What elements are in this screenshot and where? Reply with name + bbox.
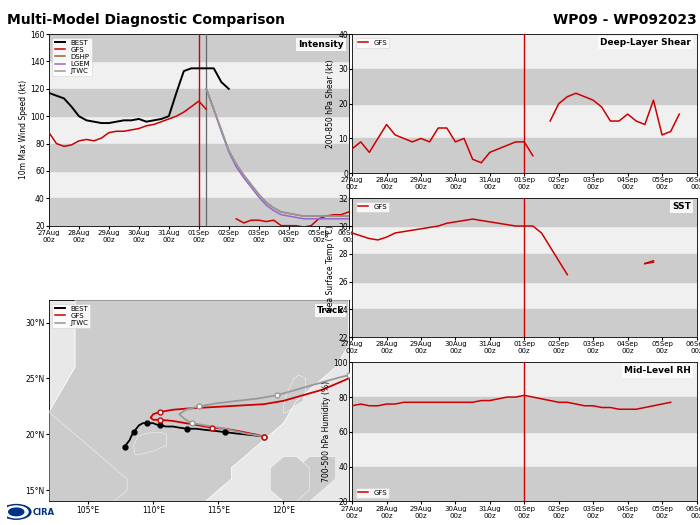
Circle shape xyxy=(8,508,24,516)
Text: Multi-Model Diagnostic Comparison: Multi-Model Diagnostic Comparison xyxy=(7,13,285,27)
Polygon shape xyxy=(284,457,335,501)
Text: Mid-Level RH: Mid-Level RH xyxy=(624,366,692,375)
Polygon shape xyxy=(49,300,349,501)
Bar xyxy=(49,143,349,171)
Bar xyxy=(352,139,696,173)
Text: SST: SST xyxy=(673,203,692,212)
Bar xyxy=(49,89,349,116)
Bar xyxy=(49,34,349,61)
Y-axis label: 700-500 hPa Humidity (%): 700-500 hPa Humidity (%) xyxy=(322,381,330,482)
Polygon shape xyxy=(270,457,309,501)
Y-axis label: Sea Surface Temp (°C): Sea Surface Temp (°C) xyxy=(326,225,335,311)
Bar xyxy=(352,467,696,501)
Text: WP09 - WP092023: WP09 - WP092023 xyxy=(553,13,696,27)
Text: CIRA: CIRA xyxy=(33,508,55,518)
Bar xyxy=(352,254,696,281)
Bar xyxy=(352,309,696,337)
Text: Intensity: Intensity xyxy=(298,40,344,49)
Circle shape xyxy=(4,506,28,518)
Text: Track: Track xyxy=(317,306,344,316)
Bar xyxy=(352,69,696,103)
Polygon shape xyxy=(284,375,306,413)
Text: Deep-Layer Shear: Deep-Layer Shear xyxy=(601,38,692,47)
Bar xyxy=(49,198,349,226)
Bar xyxy=(352,397,696,432)
Y-axis label: 10m Max Wind Speed (kt): 10m Max Wind Speed (kt) xyxy=(19,80,27,180)
Legend: GFS: GFS xyxy=(356,202,389,212)
Polygon shape xyxy=(134,432,166,455)
Y-axis label: 200-850 hPa Shear (kt): 200-850 hPa Shear (kt) xyxy=(326,59,335,148)
Legend: GFS: GFS xyxy=(356,38,389,48)
Legend: BEST, GFS, DSHP, LGEM, JTWC: BEST, GFS, DSHP, LGEM, JTWC xyxy=(52,38,92,76)
Legend: BEST, GFS, JTWC: BEST, GFS, JTWC xyxy=(52,304,90,328)
Bar xyxy=(352,198,696,226)
Legend: GFS: GFS xyxy=(356,488,389,498)
Circle shape xyxy=(1,505,31,519)
